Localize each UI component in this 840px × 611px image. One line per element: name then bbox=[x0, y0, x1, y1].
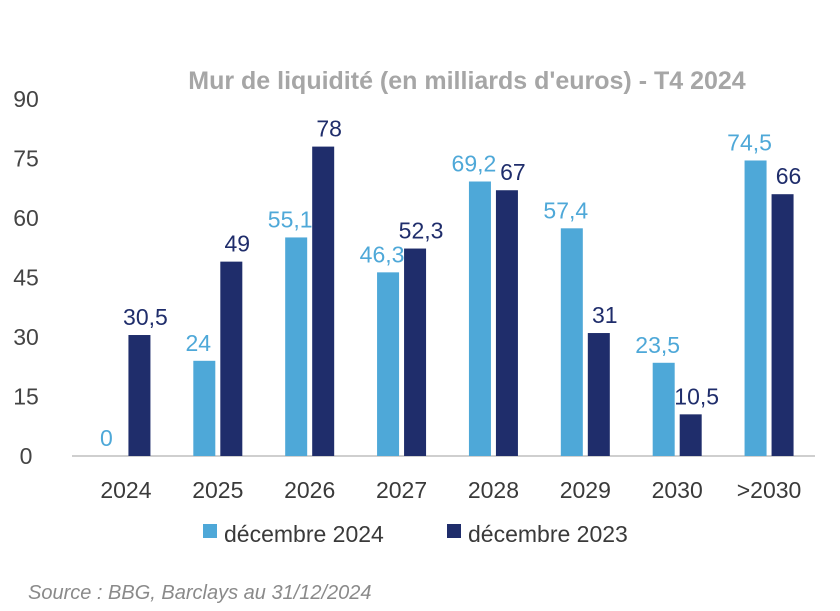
bar-decembre-2023-2027 bbox=[404, 248, 427, 456]
data-label-decembre-2023-2030: 66 bbox=[776, 163, 802, 189]
bar-decembre-2023-2029 bbox=[587, 333, 610, 456]
data-label-decembre-2024-2029: 57,4 bbox=[543, 197, 588, 223]
y-tick-label: 30 bbox=[13, 324, 39, 350]
y-tick-label: 60 bbox=[13, 205, 39, 231]
data-label-decembre-2023-2028: 67 bbox=[500, 159, 526, 185]
bar-decembre-2024-2030 bbox=[652, 362, 675, 456]
y-tick-label: 45 bbox=[13, 265, 39, 291]
y-tick-label: 15 bbox=[13, 384, 39, 410]
y-tick-label: 0 bbox=[20, 443, 33, 469]
x-tick-label-2025: 2025 bbox=[192, 477, 243, 503]
bar-decembre-2024-2028 bbox=[468, 181, 491, 457]
bar-decembre-2024-2026 bbox=[285, 237, 308, 456]
data-label-decembre-2023-2024: 30,5 bbox=[123, 304, 168, 330]
data-label-decembre-2024-2025: 24 bbox=[186, 330, 212, 356]
x-tick-label-2030: >2030 bbox=[737, 477, 802, 503]
x-tick-label-2026: 2026 bbox=[284, 477, 335, 503]
bar-decembre-2024-2025 bbox=[193, 360, 216, 456]
data-label-decembre-2023-2027: 52,3 bbox=[399, 218, 444, 244]
x-tick-label-2024: 2024 bbox=[100, 477, 151, 503]
data-label-decembre-2024-2030: 74,5 bbox=[727, 129, 772, 155]
bar-decembre-2023-2030 bbox=[679, 414, 702, 456]
x-tick-label-2029: 2029 bbox=[560, 477, 611, 503]
data-label-decembre-2024-2026: 55,1 bbox=[268, 206, 313, 232]
source-note: Source : BBG, Barclays au 31/12/2024 bbox=[28, 582, 372, 604]
data-label-decembre-2024-2024: 0 bbox=[100, 425, 113, 451]
data-label-decembre-2024-2027: 46,3 bbox=[360, 241, 405, 267]
legend-label-decembre-2024: décembre 2024 bbox=[224, 521, 384, 547]
bar-decembre-2023-2028 bbox=[495, 190, 518, 456]
data-label-decembre-2024-2028: 69,2 bbox=[452, 151, 497, 177]
y-tick-label: 75 bbox=[13, 146, 39, 172]
bar-decembre-2024-2027 bbox=[377, 272, 400, 456]
x-tick-label-2030: 2030 bbox=[652, 477, 703, 503]
y-tick-label: 90 bbox=[13, 86, 39, 112]
data-label-decembre-2023-2030: 10,5 bbox=[674, 383, 719, 409]
bar-decembre-2024-2030 bbox=[744, 160, 767, 456]
bars: 0 30,5 24 49 55,1 78 46,352,3 69,2 67 57,4 31 23,5 1… bbox=[100, 116, 802, 457]
y-axis: 0 15 30 45 60 75 90 bbox=[13, 86, 39, 469]
chart-title: Mur de liquidité (en milliards d'euros) … bbox=[188, 67, 746, 95]
bar-decembre-2023-2026 bbox=[312, 146, 335, 456]
bar-decembre-2023-2025 bbox=[220, 261, 243, 456]
legend-swatch-decembre-2024 bbox=[203, 524, 217, 538]
bar-decembre-2023-2024 bbox=[128, 335, 151, 456]
x-tick-label-2027: 2027 bbox=[376, 477, 427, 503]
data-label-decembre-2024-2030: 23,5 bbox=[635, 332, 680, 358]
data-label-decembre-2023-2029: 31 bbox=[592, 302, 618, 328]
x-tick-label-2028: 2028 bbox=[468, 477, 519, 503]
bar-decembre-2024-2029 bbox=[560, 228, 583, 456]
legend-label-decembre-2023: décembre 2023 bbox=[468, 521, 628, 547]
x-axis: 2024 2025 2026 2027 2028 2029 2030 >2030 bbox=[100, 477, 801, 503]
legend: décembre 2024 décembre 2023 bbox=[203, 521, 628, 547]
data-label-decembre-2023-2026: 78 bbox=[316, 116, 342, 142]
legend-swatch-decembre-2023 bbox=[447, 524, 461, 538]
bar-decembre-2023-2030 bbox=[771, 194, 794, 456]
data-label-decembre-2023-2025: 49 bbox=[225, 231, 251, 257]
